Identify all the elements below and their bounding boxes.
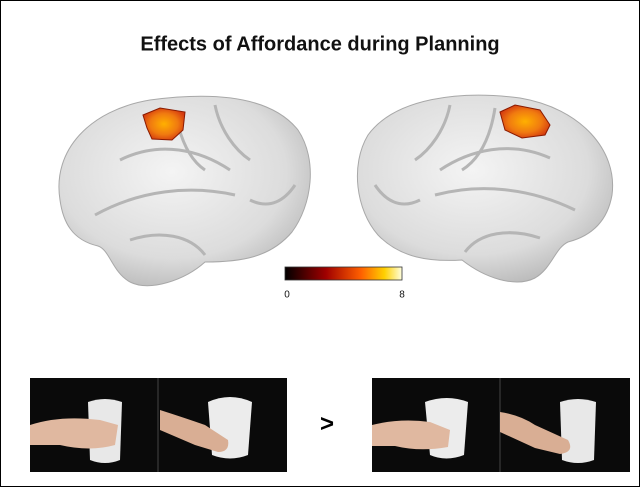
figure: Effects of Affordance during Planning 0 … [0, 0, 640, 487]
photo-pair-left [30, 378, 287, 472]
comparison-symbol: > [320, 410, 334, 437]
photo-pair-right [372, 378, 630, 472]
title: Effects of Affordance during Planning [140, 33, 499, 55]
colorbar-min: 0 [284, 290, 290, 301]
page: Effects of Affordance during Planning 0 … [0, 0, 640, 487]
colorbar [285, 267, 402, 280]
colorbar-max: 8 [399, 290, 405, 301]
